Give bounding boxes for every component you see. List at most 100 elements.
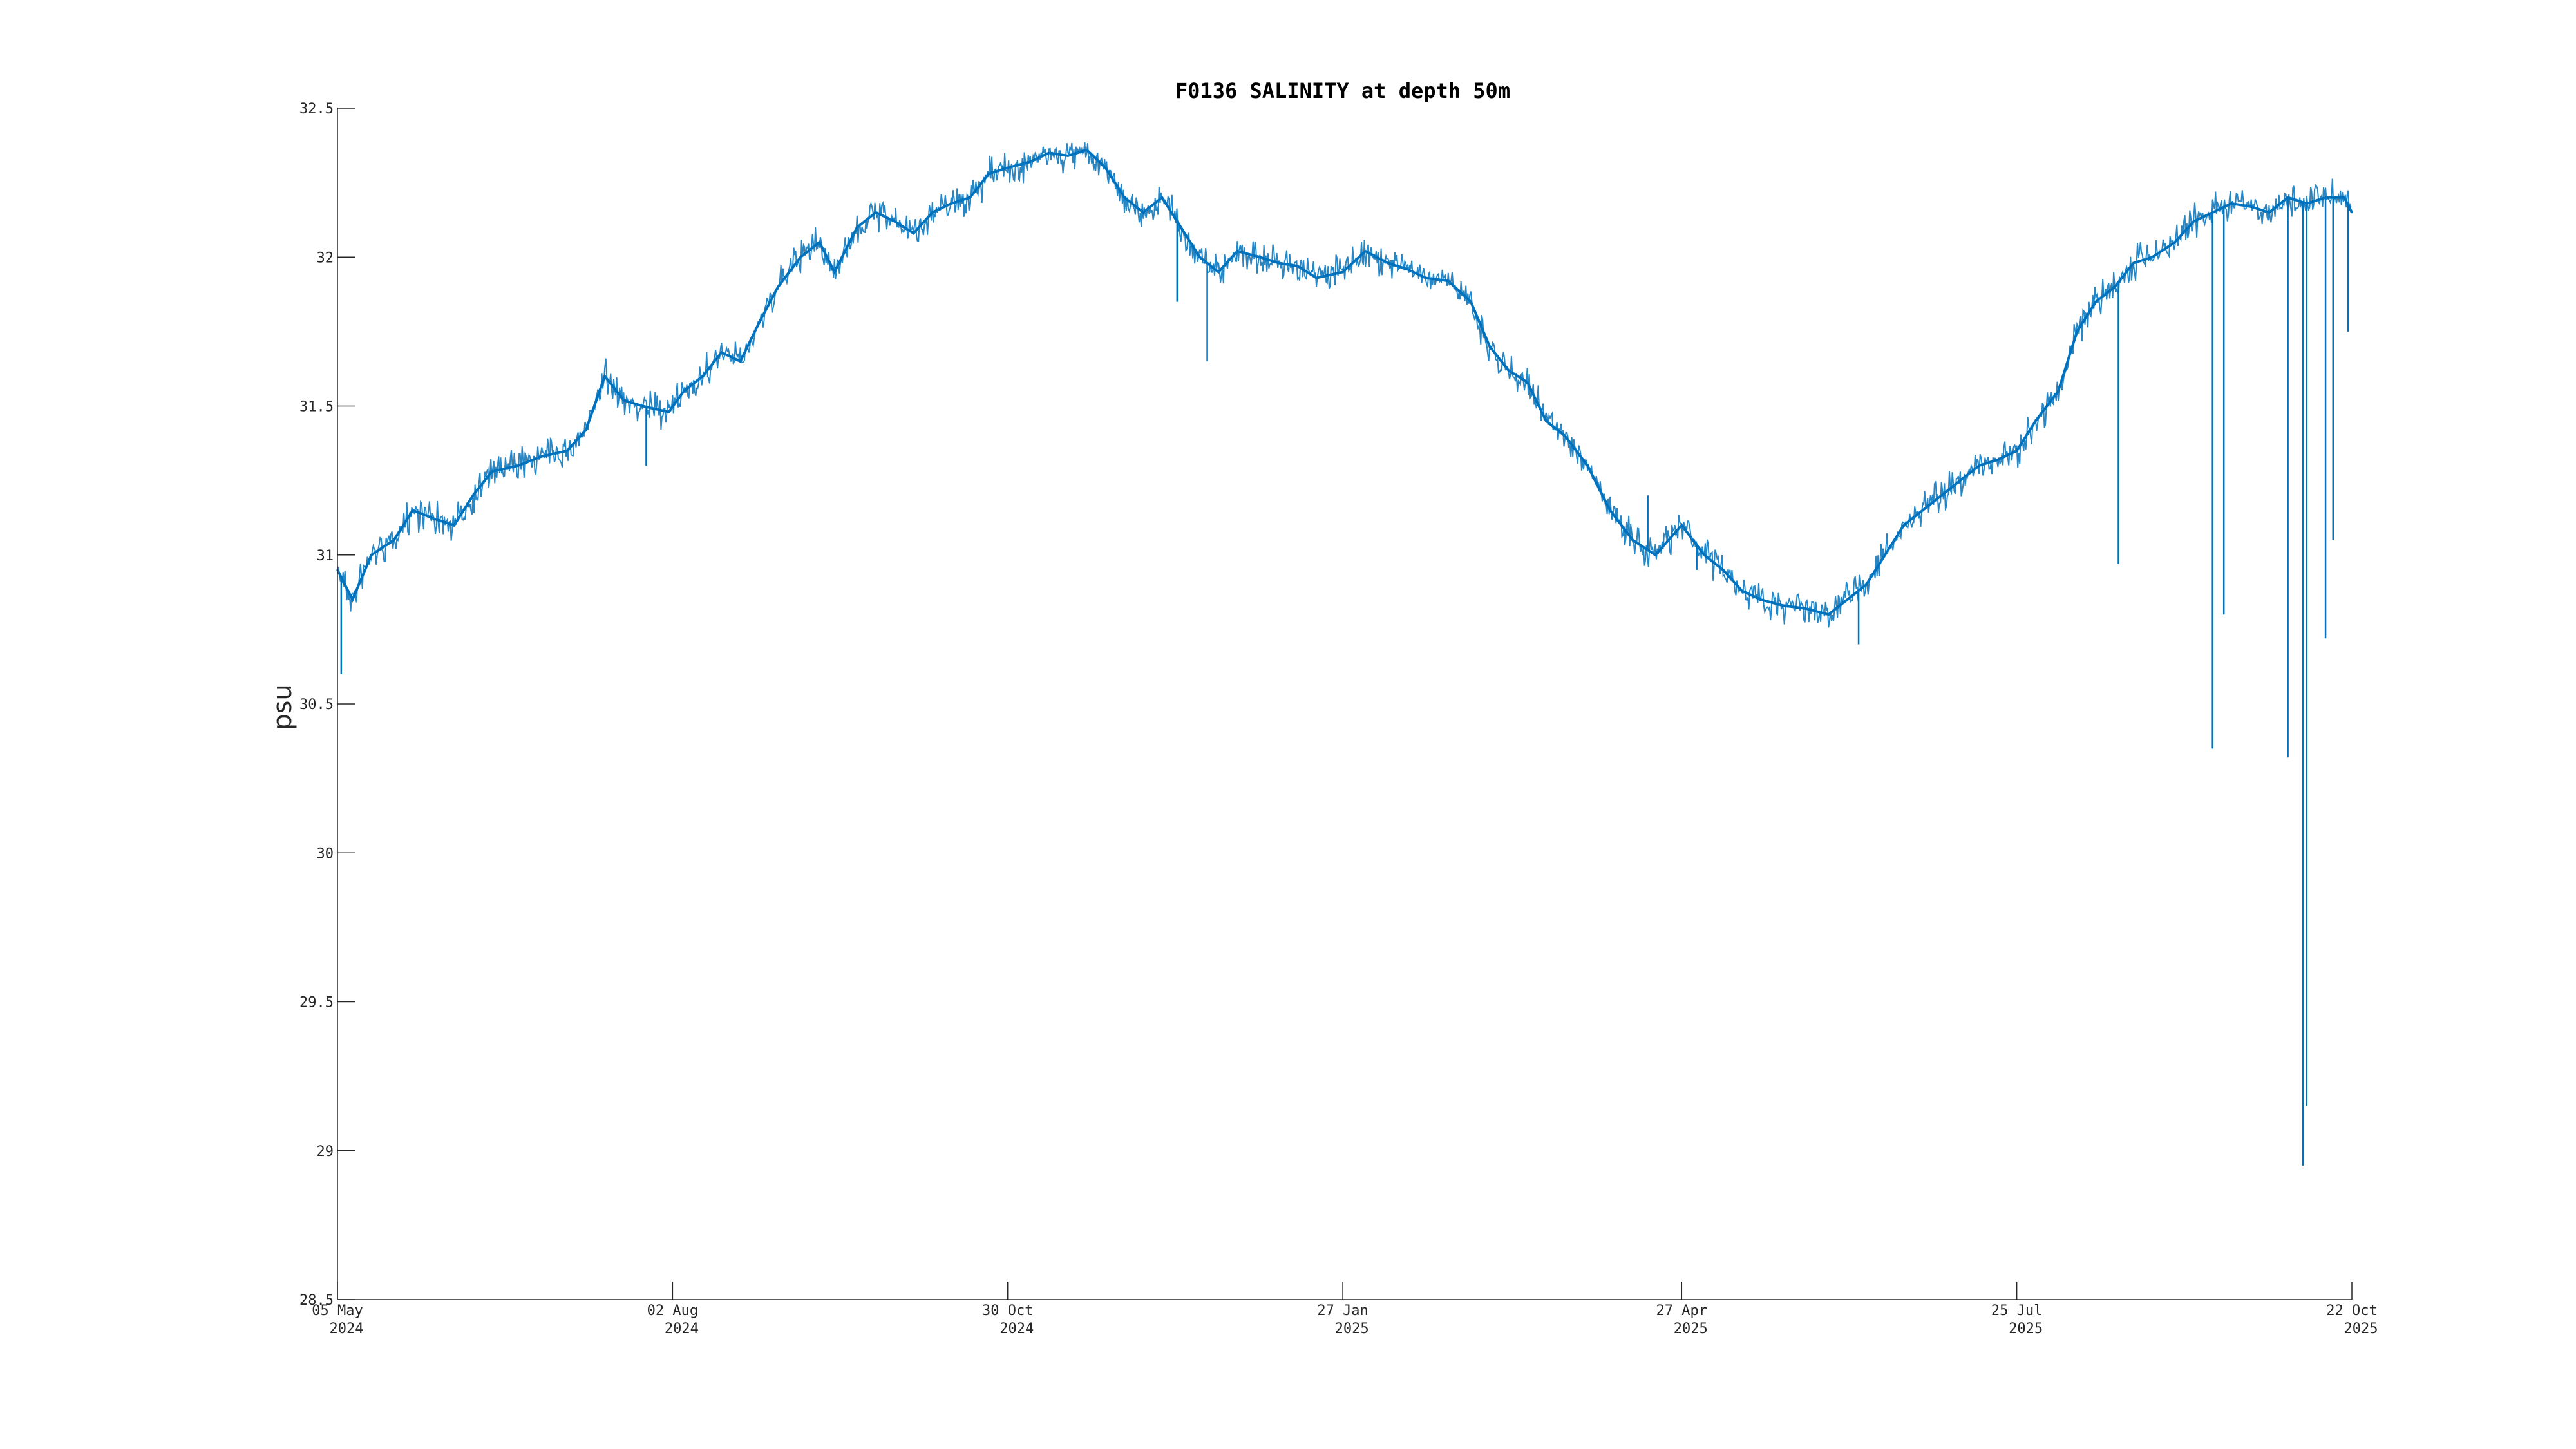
- salinity-data-point: [1545, 420, 1548, 422]
- salinity-data-point: [1029, 160, 1032, 163]
- salinity-data-point: [1364, 250, 1367, 252]
- salinity-data-point: [1959, 479, 1962, 482]
- salinity-data-point: [2343, 196, 2345, 199]
- salinity-data-point: [1564, 435, 1566, 437]
- salinity-data-point: [1722, 569, 1725, 571]
- salinity-data-point: [2057, 390, 2060, 392]
- x-tick-label-year: 2025: [1674, 1321, 1708, 1337]
- salinity-data-point: [701, 375, 704, 377]
- salinity-data-point: [668, 411, 670, 413]
- x-tick-label-date: 30 Oct: [982, 1303, 1033, 1319]
- salinity-data-point: [1066, 155, 1069, 157]
- salinity-data-point: [1884, 554, 1886, 556]
- salinity-data-point: [2230, 202, 2233, 205]
- salinity-data-point: [720, 351, 723, 354]
- salinity-data-point: [434, 518, 437, 520]
- y-tick-label: 31.5: [299, 399, 334, 415]
- salinity-data-point: [1782, 604, 1785, 607]
- salinity-data-point: [833, 270, 836, 273]
- salinity-data-point: [622, 399, 625, 401]
- x-tick-label-year: 2025: [1335, 1321, 1369, 1337]
- salinity-data-point: [2268, 211, 2270, 214]
- salinity-data-point: [683, 390, 685, 392]
- salinity-data-point: [893, 220, 896, 223]
- salinity-data-point: [2192, 220, 2195, 223]
- salinity-data-point: [1609, 509, 1611, 511]
- x-tick-label-date: 25 Jul: [1991, 1303, 2042, 1319]
- salinity-data-point: [1236, 250, 1238, 252]
- salinity-data-point: [453, 524, 455, 526]
- salinity-data-point: [2016, 450, 2018, 452]
- y-axis-label: psu: [268, 684, 298, 730]
- salinity-data-point: [1278, 262, 1280, 264]
- salinity-data-point: [1759, 598, 1762, 601]
- salinity-data-point: [2249, 205, 2251, 208]
- salinity-data-point: [1387, 262, 1389, 264]
- salinity-data-point: [1086, 149, 1088, 151]
- salinity-data-point: [393, 539, 395, 542]
- y-tick-label: 28.5: [299, 1293, 334, 1309]
- salinity-data-point: [1470, 301, 1472, 303]
- salinity-data-point: [1488, 345, 1491, 348]
- salinity-data-point: [585, 429, 587, 431]
- salinity-data-point: [913, 232, 914, 234]
- x-tick-label-year: 2024: [999, 1321, 1034, 1337]
- salinity-data-point: [1142, 211, 1144, 214]
- salinity-data-point: [856, 226, 858, 229]
- salinity-data-point: [2114, 286, 2116, 288]
- salinity-data-point: [1680, 524, 1683, 526]
- salinity-data-point: [1048, 151, 1050, 154]
- salinity-data-point: [1741, 589, 1743, 592]
- y-tick-label: 32.5: [299, 101, 334, 117]
- salinity-data-point: [1865, 583, 1868, 586]
- salinity-data-point: [1104, 167, 1107, 169]
- plot-area: [336, 142, 2353, 1166]
- salinity-data-point: [1827, 613, 1830, 616]
- salinity-data-point: [2076, 330, 2078, 333]
- salinity-data-point: [875, 211, 877, 214]
- salinity-data-point: [777, 286, 779, 288]
- x-tick-label-date: 27 Jan: [1317, 1303, 1368, 1319]
- salinity-data-point: [412, 509, 414, 511]
- salinity-data-point: [1447, 279, 1450, 282]
- salinity-data-point: [1922, 509, 1924, 511]
- salinity-data-point: [1526, 381, 1529, 383]
- y-tick-label: 30.5: [299, 697, 334, 713]
- salinity-data-point: [1978, 464, 1980, 467]
- salinity-data-point: [1846, 598, 1848, 601]
- salinity-data-point: [472, 494, 474, 497]
- y-tick-label: 29: [317, 1144, 334, 1160]
- salinity-data-point: [758, 321, 761, 324]
- salinity-data-point: [1631, 539, 1634, 542]
- salinity-data-point: [2174, 241, 2176, 243]
- salinity-data-point: [988, 173, 990, 175]
- salinity-data-point: [1902, 524, 1905, 526]
- salinity-data-point: [818, 241, 820, 243]
- salinity-data-point: [1217, 270, 1220, 273]
- y-tick-label: 31: [317, 548, 334, 564]
- salinity-data-point: [799, 256, 802, 258]
- salinity-data-point: [1160, 196, 1163, 199]
- salinity-data-point: [950, 202, 952, 205]
- salinity-data-point: [1341, 270, 1344, 273]
- salinity-data-point: [1804, 607, 1807, 610]
- salinity-data-point: [517, 464, 520, 467]
- x-tick-label-year: 2024: [665, 1321, 699, 1337]
- salinity-data-point: [2094, 301, 2097, 303]
- salinity-data-point: [1507, 369, 1510, 372]
- salinity-data-point: [1296, 265, 1299, 267]
- salinity-data-point: [1586, 464, 1589, 467]
- salinity-data-point: [1315, 277, 1318, 279]
- salinity-data-point: [1425, 277, 1427, 279]
- y-tick-label: 30: [317, 846, 334, 862]
- x-tick-label-date: 02 Aug: [647, 1303, 698, 1319]
- salinity-data-point: [1198, 256, 1201, 258]
- x-tick-label-year: 2024: [330, 1321, 364, 1337]
- salinity-data-point: [969, 196, 971, 199]
- salinity-data-point: [1996, 459, 1999, 461]
- salinity-series-noise: [337, 142, 2352, 628]
- salinity-data-point: [641, 405, 644, 407]
- salinity-data-point: [491, 470, 493, 473]
- salinity-series-line: [336, 148, 2353, 616]
